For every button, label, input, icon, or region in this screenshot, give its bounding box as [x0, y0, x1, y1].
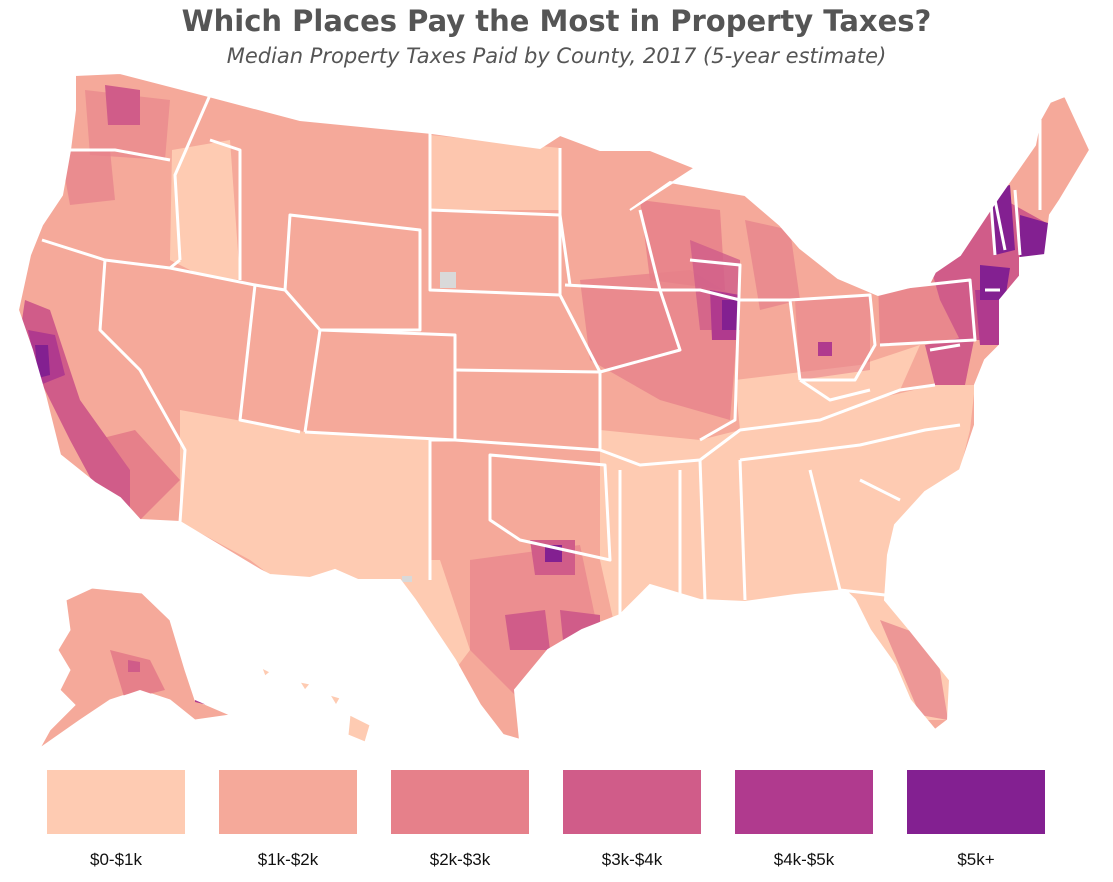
region-michigan-mid: [745, 220, 800, 310]
region-appalachia-low: [735, 345, 920, 430]
region-seattle-high: [105, 85, 140, 125]
region-chicago-top: [722, 300, 738, 330]
region-southwest-low: [180, 410, 430, 580]
map-title: Which Places Pay the Most in Property Ta…: [181, 4, 932, 38]
region-dakota-low: [430, 135, 560, 210]
state-borders: [41, 94, 1042, 615]
legend-swatch-5k-plus: [907, 770, 1045, 834]
legend-swatch-3k-4k: [563, 770, 701, 834]
legend-label: $5k+: [957, 850, 995, 869]
region-oregon-mid: [60, 150, 115, 205]
legend-label: $0-$1k: [90, 850, 142, 869]
region-idaho-low: [170, 140, 240, 280]
choropleth-map: [17, 72, 1091, 749]
region-alaska-mid: [110, 650, 165, 700]
legend-label: $1k-$2k: [257, 850, 319, 869]
region-columbus-very-high: [818, 342, 832, 356]
legend-label: $3k-$4k: [601, 850, 663, 869]
no-data-county: [440, 272, 456, 288]
region-austin-high: [505, 610, 550, 650]
legend-swatch-1k-2k: [219, 770, 357, 834]
legend-label: $4k-$5k: [773, 850, 835, 869]
legend-swatch-0-1k: [47, 770, 185, 834]
no-data-county: [402, 576, 412, 582]
map-subtitle: Median Property Taxes Paid by County, 20…: [226, 44, 887, 68]
region-ohio-mid: [795, 295, 870, 380]
legend-swatch-2k-3k: [391, 770, 529, 834]
legend-label: $2k-$3k: [429, 850, 491, 869]
region-houston-high: [560, 610, 600, 660]
region-houston-top: [575, 645, 588, 658]
legend-swatch-4k-5k: [735, 770, 873, 834]
region-alaska-high: [128, 660, 140, 672]
region-new-jersey-very-high: [975, 290, 1000, 345]
region-san-francisco-top: [35, 345, 50, 378]
